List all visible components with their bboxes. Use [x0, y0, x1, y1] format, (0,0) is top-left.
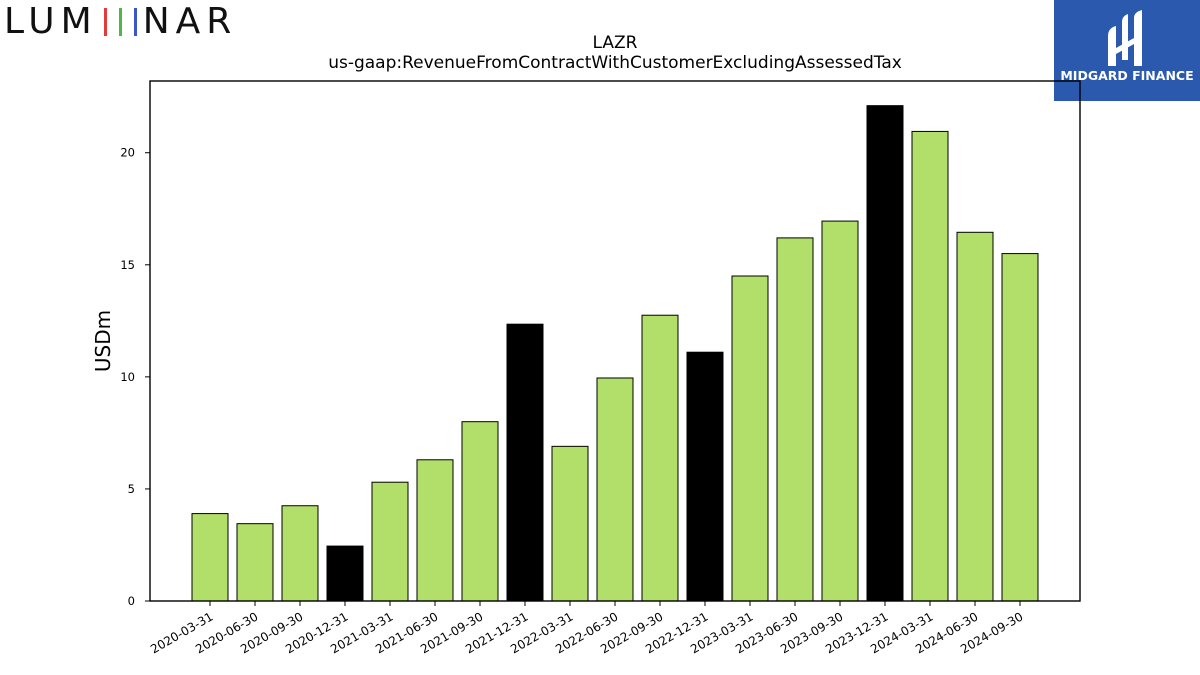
- bar-2023-12-31: [866, 105, 904, 602]
- y-tick-label: 0: [128, 594, 135, 608]
- midgard-finance-logo: MIDGARD FINANCE: [1054, 0, 1200, 101]
- bar-2021-06-30: [416, 459, 454, 602]
- bar-2022-03-31: [551, 445, 589, 602]
- chart-subtitle: us-gaap:RevenueFromContractWithCustomerE…: [328, 53, 902, 73]
- bar-2021-09-30: [461, 421, 499, 602]
- bar-2023-06-30: [776, 237, 814, 602]
- plot-frame: [149, 80, 1081, 602]
- bar-2022-06-30: [596, 377, 634, 602]
- y-tick-label: 20: [120, 146, 135, 160]
- bar-2020-06-30: [236, 523, 274, 602]
- y-tick-label: 10: [120, 370, 135, 384]
- chart-title: LAZR: [593, 33, 638, 53]
- midgard-logo-text: MIDGARD FINANCE: [1060, 68, 1194, 83]
- bar-2022-12-31: [686, 351, 724, 602]
- bar-2021-03-31: [371, 481, 409, 602]
- midgard-mark-icon: [1108, 10, 1142, 66]
- bar-2022-09-30: [641, 314, 679, 602]
- bar-2021-12-31: [506, 323, 544, 602]
- bar-2020-12-31: [326, 545, 364, 602]
- logo-green-bar: [118, 8, 122, 36]
- bar-2023-09-30: [821, 220, 859, 602]
- bar-2020-09-30: [281, 505, 319, 602]
- bar-2024-03-31: [911, 130, 949, 602]
- y-axis-label: USDm: [91, 310, 115, 372]
- logo-red-bar: [103, 8, 107, 36]
- luminar-logo: LUM NAR: [4, 1, 238, 42]
- logo-blue-bar: [133, 8, 137, 36]
- bar-2023-03-31: [731, 275, 769, 602]
- plot-area: 2020-03-312020-06-302020-09-302020-12-31…: [120, 80, 1081, 656]
- bar-2020-03-31: [191, 513, 229, 602]
- y-tick-label: 15: [120, 258, 135, 272]
- bar-2024-06-30: [956, 231, 994, 602]
- bar-2024-09-30: [1001, 253, 1039, 602]
- y-tick-label: 5: [128, 482, 135, 496]
